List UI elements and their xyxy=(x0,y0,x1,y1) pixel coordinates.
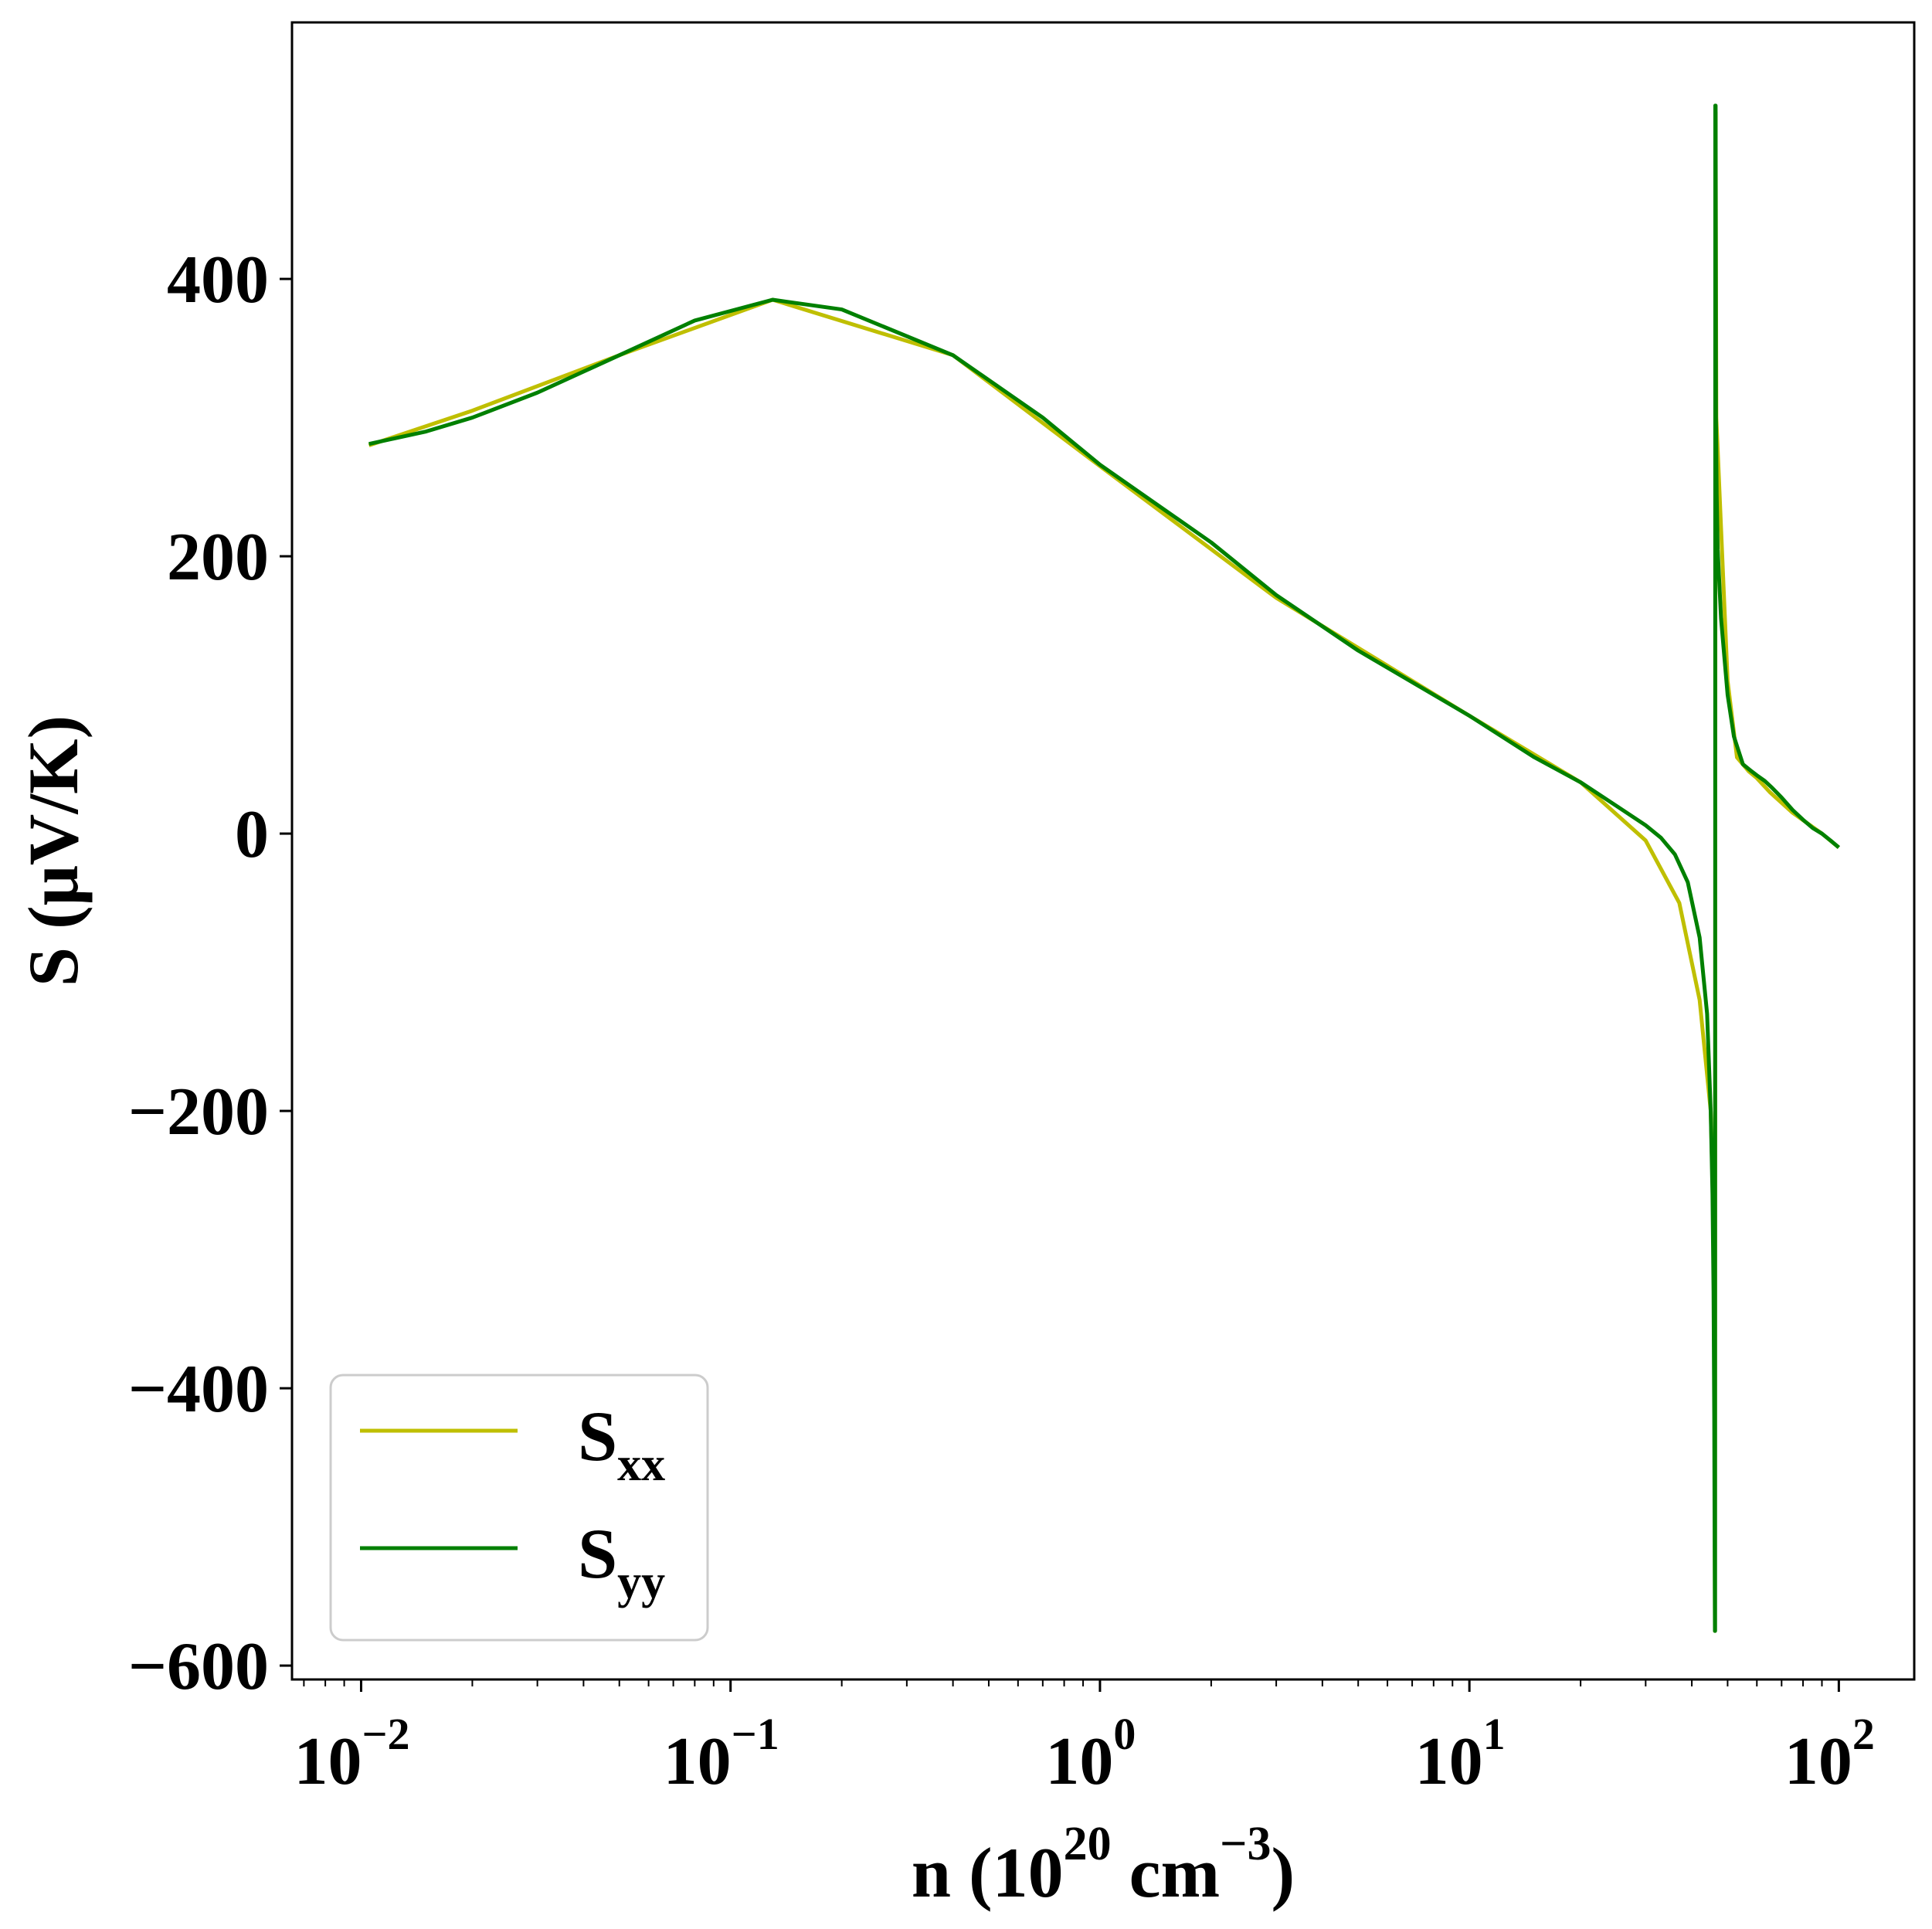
legend: Sxx Syy xyxy=(329,1374,709,1642)
series-line-syy xyxy=(368,104,1840,1633)
axes: 10−2 10−1 100 101 102 400 200 0 −200 −400 −600 n (1… xyxy=(14,21,1916,1912)
legend-box xyxy=(329,1374,709,1642)
y-axis-label: S (μV/K) xyxy=(14,715,93,987)
y-tick-label: −200 xyxy=(128,1075,269,1150)
plot-area xyxy=(368,104,1840,1633)
legend-label-syy: Syy xyxy=(578,1514,665,1608)
y-tick-label: 400 xyxy=(167,243,269,318)
x-tick-label: 102 xyxy=(1784,1709,1875,1799)
x-tick-label: 10−1 xyxy=(664,1709,779,1799)
plot-frame xyxy=(290,21,1916,1681)
y-tick-label: −600 xyxy=(128,1629,269,1704)
x-axis-label: n (1020 cm−3) xyxy=(912,1818,1295,1912)
legend-label-sxx: Sxx xyxy=(578,1397,665,1491)
y-tick-label: 0 xyxy=(235,797,269,872)
x-tick-label: 10−2 xyxy=(294,1709,409,1799)
x-tick-label: 100 xyxy=(1045,1709,1136,1799)
x-tick-label: 101 xyxy=(1415,1709,1506,1799)
y-tick-label: 200 xyxy=(167,520,269,595)
y-tick-label: −400 xyxy=(128,1352,269,1427)
